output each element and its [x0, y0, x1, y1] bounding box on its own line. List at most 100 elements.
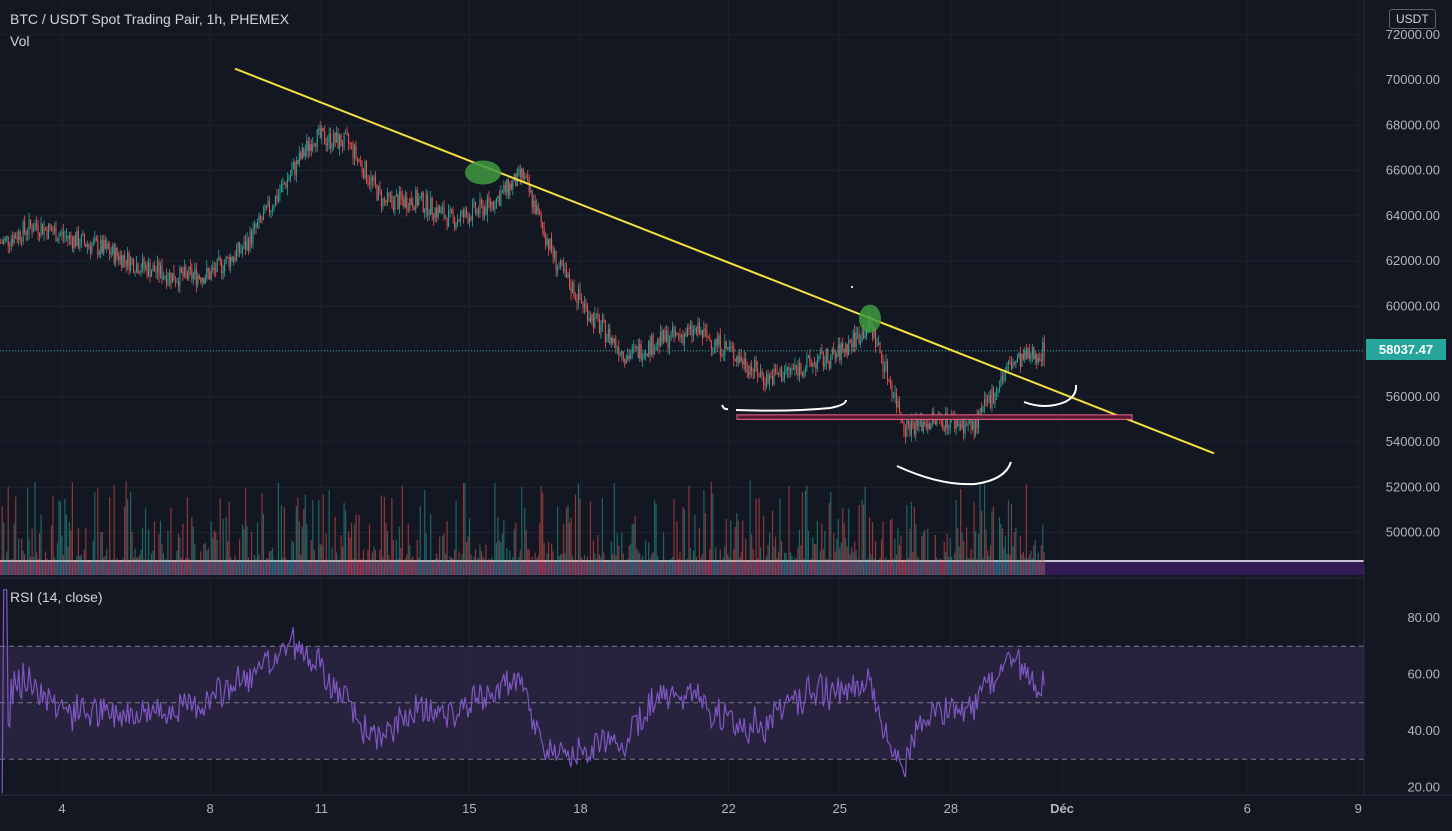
volume-bar — [795, 558, 798, 575]
candle-body — [815, 363, 817, 369]
volume-bar — [704, 512, 706, 575]
volume-bar — [616, 533, 618, 575]
candle-body — [885, 361, 887, 369]
volume-bar — [682, 507, 684, 575]
volume-bar — [189, 560, 191, 575]
candle-body — [1019, 353, 1021, 367]
candle-body — [30, 219, 32, 227]
candle-body — [103, 239, 105, 254]
volume-bar — [473, 556, 475, 575]
candle-body — [361, 161, 363, 171]
candle-body — [633, 346, 635, 348]
volume-bar — [64, 498, 66, 575]
volume-bar — [863, 504, 865, 575]
volume-bar — [46, 558, 48, 575]
volume-bar — [651, 554, 653, 575]
candle-body — [994, 393, 996, 404]
volume-bar — [1021, 554, 1023, 575]
volume-bar — [395, 539, 397, 575]
volume-bar — [618, 545, 620, 575]
candle-body — [443, 207, 445, 218]
candle-body — [204, 278, 206, 284]
volume-bar — [943, 541, 945, 575]
volume-bar — [503, 520, 505, 575]
volume-bar — [728, 557, 730, 575]
candle-body — [395, 195, 397, 197]
volume-bar — [571, 555, 574, 575]
candle-body — [430, 197, 432, 216]
volume-bar — [913, 507, 915, 575]
volume-bar — [622, 553, 624, 575]
volume-bar — [368, 524, 371, 575]
candle-body — [177, 281, 179, 287]
price-tick-label: 60000.00 — [1386, 298, 1440, 313]
drawings[interactable] — [234, 67, 1215, 486]
volume-bar — [776, 558, 778, 575]
candle-body — [728, 347, 730, 350]
candle-body — [976, 416, 978, 429]
candle-body — [19, 231, 21, 241]
candle-body — [745, 358, 747, 370]
candle-body — [773, 368, 775, 385]
candle-body — [718, 335, 720, 345]
candle-body — [652, 335, 654, 355]
candle-body — [813, 363, 815, 364]
volume-bar — [1028, 554, 1030, 575]
volume-bar — [662, 532, 665, 575]
candle-body — [942, 420, 944, 430]
volume-bar — [836, 539, 838, 575]
volume-bar — [697, 560, 699, 575]
candle-body — [642, 358, 644, 360]
candle-body — [809, 355, 811, 364]
candle-body — [1025, 349, 1027, 358]
candle-body — [816, 360, 818, 369]
candle-body — [654, 350, 656, 355]
candle-body — [189, 266, 191, 270]
candle-body — [413, 207, 415, 211]
volume-bar — [1031, 557, 1033, 575]
volume-bar — [722, 557, 724, 575]
volume-bar — [716, 560, 718, 575]
volume-bar — [280, 505, 283, 575]
volume-bar — [494, 483, 496, 575]
volume-bar — [67, 546, 69, 575]
candle-body — [174, 280, 176, 283]
candle-body — [536, 205, 538, 215]
candle-body — [62, 231, 64, 237]
volume-bar — [501, 534, 503, 575]
candle-body — [786, 367, 789, 371]
candle-body — [262, 212, 265, 220]
candle-body — [406, 196, 408, 210]
volume-bar — [386, 530, 388, 575]
candle-body — [4, 237, 6, 240]
candle-body — [582, 301, 584, 308]
candle-body — [198, 275, 200, 279]
volume-bar — [609, 560, 611, 575]
volume-bar — [350, 522, 353, 575]
volume-bar — [507, 560, 509, 575]
candle-body — [280, 184, 282, 193]
candle-body — [239, 242, 241, 253]
volume-bar — [813, 544, 815, 575]
time-tick-label: 6 — [1244, 801, 1251, 816]
volume-bar — [376, 560, 378, 575]
candle-body — [45, 227, 47, 229]
candle-body — [1039, 358, 1041, 361]
volume-bar — [719, 549, 721, 575]
volume-bar — [398, 526, 400, 575]
candle-body — [509, 183, 511, 196]
candle-body — [213, 267, 215, 270]
candle-body — [988, 395, 990, 403]
candle-body — [209, 271, 211, 280]
volume-bar — [792, 560, 795, 575]
candle-body — [476, 209, 478, 214]
volume-bar — [640, 559, 642, 575]
currency-button[interactable]: USDT — [1389, 9, 1436, 29]
volume-bar — [798, 529, 801, 575]
candle-body — [27, 233, 29, 235]
candle-body — [1007, 362, 1009, 365]
volume-bar — [404, 558, 406, 575]
candle-body — [148, 262, 150, 276]
